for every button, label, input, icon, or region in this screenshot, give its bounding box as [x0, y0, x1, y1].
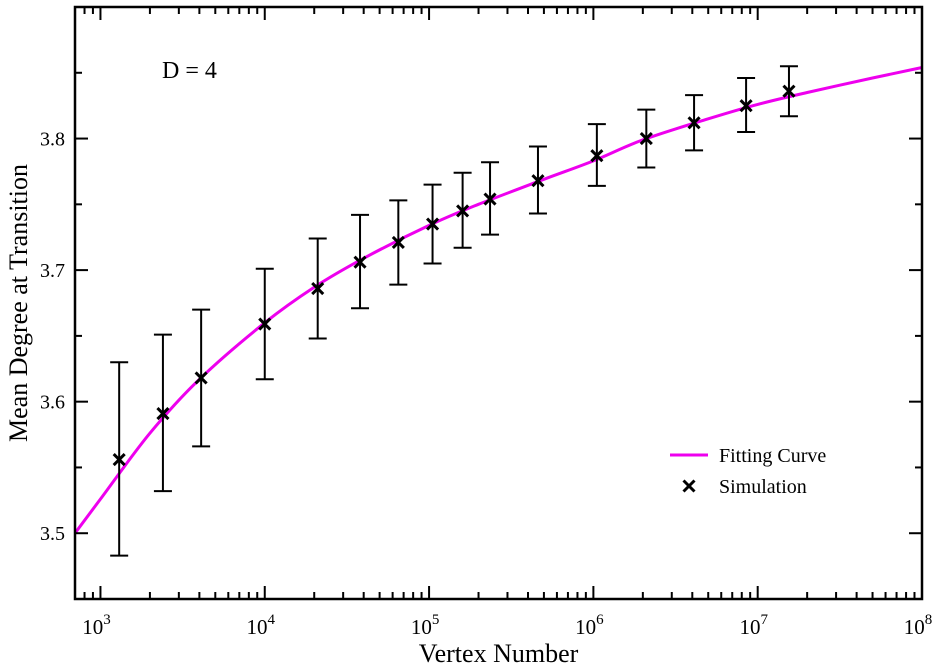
y-tick-label: 3.6	[40, 392, 65, 414]
simulation-point	[739, 99, 753, 113]
y-tick-label: 3.8	[40, 129, 65, 151]
simulation-point	[590, 149, 604, 163]
legend-marker-x	[682, 479, 696, 493]
x-tick-labels: 103 104 105 106 107 108	[82, 612, 932, 639]
axis-ticks	[74, 6, 923, 600]
y-tick-label: 3.5	[40, 523, 65, 545]
y-axis-label: Mean Degree at Transition	[4, 164, 33, 442]
x-tick-label: 103	[82, 612, 111, 639]
fitting-curve-line	[73, 66, 923, 535]
simulation-point	[483, 192, 497, 206]
legend-x-glyph	[682, 479, 696, 493]
legend-label-fitting-curve: Fitting Curve	[719, 445, 826, 467]
fitting-curve-layer	[73, 66, 923, 535]
y-tick-labels: 3.5 3.6 3.7 3.8	[40, 129, 65, 546]
x-tick-label: 105	[411, 612, 440, 639]
simulation-point	[353, 255, 367, 269]
x-tick-label: 107	[739, 612, 768, 639]
simulation-point	[531, 174, 545, 188]
x-tick-label: 104	[247, 612, 276, 639]
simulation-point	[456, 204, 470, 218]
simulation-point	[687, 116, 701, 130]
simulation-point	[194, 371, 208, 385]
simulation-point	[639, 131, 653, 146]
x-axis-label: Vertex Number	[419, 639, 579, 666]
legend-label-simulation: Simulation	[719, 476, 807, 498]
plot-frame	[73, 5, 924, 601]
simulation-point	[258, 317, 272, 331]
simulation-point	[112, 452, 126, 467]
simulation-point	[391, 235, 405, 250]
x-tick-label: 106	[575, 612, 604, 639]
x-tick-label: 108	[904, 612, 933, 639]
y-tick-label: 3.7	[40, 260, 65, 282]
simulation-point	[156, 406, 170, 421]
simulation-layer	[110, 65, 798, 557]
legend: Fitting Curve Simulation	[670, 445, 826, 498]
simulation-point	[311, 281, 325, 296]
simulation-point	[782, 84, 796, 98]
panel-annotation: D = 4	[162, 58, 217, 84]
simulation-point	[425, 217, 440, 231]
